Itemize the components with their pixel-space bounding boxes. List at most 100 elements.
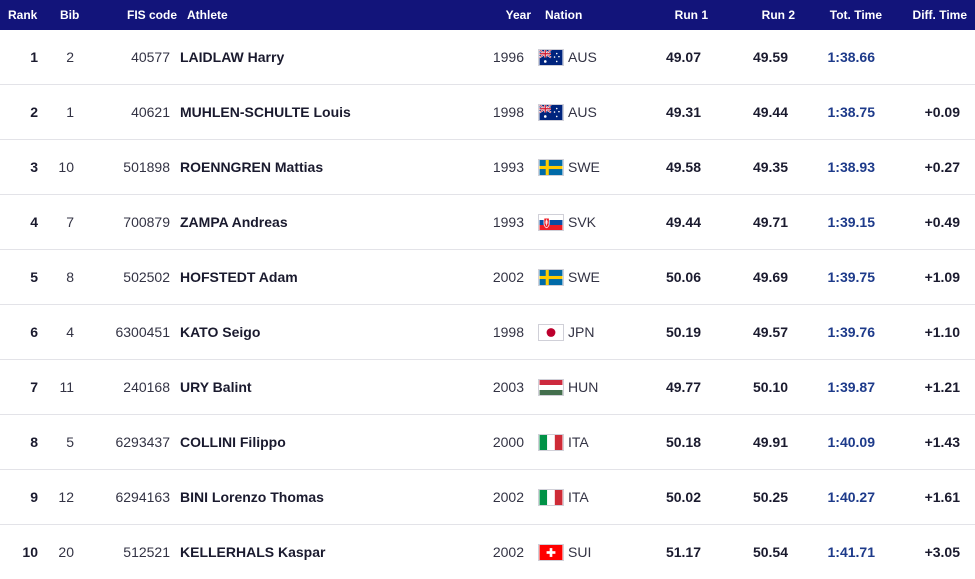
nation-code: AUS bbox=[568, 49, 597, 65]
header-run2[interactable]: Run 2 bbox=[761, 8, 795, 22]
slovakia-flag-icon bbox=[538, 213, 564, 231]
table-row[interactable]: 7 11 240168 URY Balint 2003 HUN 49.77 50.10 1:39… bbox=[0, 360, 975, 415]
diff-time-cell: +1.09 bbox=[924, 269, 960, 285]
diff-time-cell: +0.49 bbox=[924, 214, 960, 230]
header-run1[interactable]: Run 1 bbox=[674, 8, 708, 22]
table-row[interactable]: 3 10 501898 ROENNGREN Mattias 1993 SWE 49.58 49… bbox=[0, 140, 975, 195]
athlete-name-link[interactable]: LAIDLAW Harry bbox=[180, 49, 285, 65]
japan-flag-icon bbox=[538, 323, 564, 341]
rank-cell: 3 bbox=[30, 159, 38, 175]
header-athlete[interactable]: Athlete bbox=[187, 8, 228, 22]
athlete-name-link[interactable]: KELLERHALS Kaspar bbox=[180, 544, 326, 560]
total-time-cell: 1:39.76 bbox=[827, 324, 875, 340]
year-cell: 1996 bbox=[492, 49, 524, 65]
rank-cell: 1 bbox=[30, 49, 38, 65]
run2-cell: 49.57 bbox=[752, 324, 788, 340]
australia-flag-icon bbox=[538, 103, 564, 121]
fis-code-cell: 6300451 bbox=[115, 324, 170, 340]
diff-time-cell: +1.10 bbox=[924, 324, 960, 340]
fis-code-cell: 6294163 bbox=[115, 489, 170, 505]
header-bib[interactable]: Bib bbox=[60, 8, 80, 22]
athlete-name-link[interactable]: BINI Lorenzo Thomas bbox=[180, 489, 324, 505]
year-cell: 2000 bbox=[492, 434, 524, 450]
bib-cell: 1 bbox=[66, 104, 74, 120]
fis-code-cell: 502502 bbox=[123, 269, 170, 285]
bib-cell: 10 bbox=[58, 159, 74, 175]
table-row[interactable]: 2 1 40621 MUHLEN-SCHULTE Louis 1998 AUS 49.31 4… bbox=[0, 85, 975, 140]
bib-cell: 12 bbox=[58, 489, 74, 505]
table-row[interactable]: 8 5 6293437 COLLINI Filippo 2000 ITA 50.18 49.9… bbox=[0, 415, 975, 470]
rank-cell: 9 bbox=[30, 489, 38, 505]
nation-code: SWE bbox=[568, 159, 600, 175]
fis-code-cell: 6293437 bbox=[115, 434, 170, 450]
athlete-name-link[interactable]: MUHLEN-SCHULTE Louis bbox=[180, 104, 351, 120]
athlete-name-link[interactable]: URY Balint bbox=[180, 379, 252, 395]
run1-cell: 51.17 bbox=[665, 544, 701, 560]
athlete-name-link[interactable]: KATO Seigo bbox=[180, 324, 261, 340]
nation-code: ITA bbox=[568, 434, 589, 450]
total-time-cell: 1:39.75 bbox=[827, 269, 875, 285]
header-nation[interactable]: Nation bbox=[545, 8, 583, 22]
table-row[interactable]: 9 12 6294163 BINI Lorenzo Thomas 2002 ITA 50.0… bbox=[0, 470, 975, 525]
italy-flag-icon bbox=[538, 433, 564, 451]
diff-time-cell: +1.21 bbox=[924, 379, 960, 395]
fis-code-cell: 501898 bbox=[123, 159, 170, 175]
run1-cell: 49.07 bbox=[665, 49, 701, 65]
header-diff-time[interactable]: Diff. Time bbox=[912, 8, 967, 22]
bib-cell: 20 bbox=[58, 544, 74, 560]
table-body: 1 2 40577 LAIDLAW Harry 1996 AUS 49.07 49.59 1:3… bbox=[0, 30, 975, 579]
bib-cell: 4 bbox=[66, 324, 74, 340]
nation-cell: ITA bbox=[524, 433, 612, 451]
total-time-cell: 1:40.27 bbox=[827, 489, 875, 505]
fis-code-cell: 512521 bbox=[123, 544, 170, 560]
diff-time-cell: +1.43 bbox=[924, 434, 960, 450]
switzerland-flag-icon bbox=[538, 543, 564, 561]
nation-cell: SVK bbox=[524, 213, 612, 231]
run1-cell: 50.06 bbox=[665, 269, 701, 285]
nation-code: SWE bbox=[568, 269, 600, 285]
run2-cell: 49.59 bbox=[752, 49, 788, 65]
table-row[interactable]: 1 2 40577 LAIDLAW Harry 1996 AUS 49.07 49.59 1:3… bbox=[0, 30, 975, 85]
run1-cell: 49.77 bbox=[665, 379, 701, 395]
nation-cell: HUN bbox=[524, 378, 612, 396]
header-fis-code[interactable]: FIS code bbox=[126, 8, 177, 22]
nation-code: JPN bbox=[568, 324, 595, 340]
total-time-cell: 1:38.75 bbox=[827, 104, 875, 120]
run1-cell: 49.31 bbox=[665, 104, 701, 120]
rank-cell: 5 bbox=[30, 269, 38, 285]
fis-code-cell: 40577 bbox=[131, 49, 170, 65]
table-row[interactable]: 10 20 512521 KELLERHALS Kaspar 2002 SUI 51.17 5… bbox=[0, 525, 975, 579]
table-header: Rank Bib FIS code Athlete Year Nation Ru… bbox=[0, 0, 975, 30]
athlete-name-link[interactable]: COLLINI Filippo bbox=[180, 434, 286, 450]
fis-code-cell: 240168 bbox=[123, 379, 170, 395]
header-rank[interactable]: Rank bbox=[8, 8, 38, 22]
bib-cell: 2 bbox=[66, 49, 74, 65]
total-time-cell: 1:39.87 bbox=[827, 379, 875, 395]
table-row[interactable]: 6 4 6300451 KATO Seigo 1998 JPN 50.19 49.57 1:39… bbox=[0, 305, 975, 360]
fis-code-cell: 700879 bbox=[123, 214, 170, 230]
nation-code: SUI bbox=[568, 544, 592, 560]
rank-cell: 6 bbox=[30, 324, 38, 340]
year-cell: 2002 bbox=[492, 544, 524, 560]
run1-cell: 49.44 bbox=[665, 214, 701, 230]
year-cell: 1993 bbox=[492, 214, 524, 230]
run2-cell: 49.69 bbox=[752, 269, 788, 285]
header-year[interactable]: Year bbox=[505, 8, 531, 22]
rank-cell: 8 bbox=[30, 434, 38, 450]
diff-time-cell: +0.09 bbox=[924, 104, 960, 120]
table-row[interactable]: 4 7 700879 ZAMPA Andreas 1993 SVK 49.44 49.71 1:… bbox=[0, 195, 975, 250]
year-cell: 1998 bbox=[492, 324, 524, 340]
nation-cell: ITA bbox=[524, 488, 612, 506]
header-total-time[interactable]: Tot. Time bbox=[829, 8, 882, 22]
athlete-name-link[interactable]: HOFSTEDT Adam bbox=[180, 269, 298, 285]
athlete-name-link[interactable]: ROENNGREN Mattias bbox=[180, 159, 324, 175]
run2-cell: 49.44 bbox=[752, 104, 788, 120]
nation-code: SVK bbox=[568, 214, 597, 230]
run2-cell: 50.25 bbox=[752, 489, 788, 505]
hungary-flag-icon bbox=[538, 378, 564, 396]
athlete-name-link[interactable]: ZAMPA Andreas bbox=[180, 214, 288, 230]
run1-cell: 50.19 bbox=[665, 324, 701, 340]
table-row[interactable]: 5 8 502502 HOFSTEDT Adam 2002 SWE 50.06 49.69 1:… bbox=[0, 250, 975, 305]
nation-cell: SWE bbox=[524, 268, 612, 286]
